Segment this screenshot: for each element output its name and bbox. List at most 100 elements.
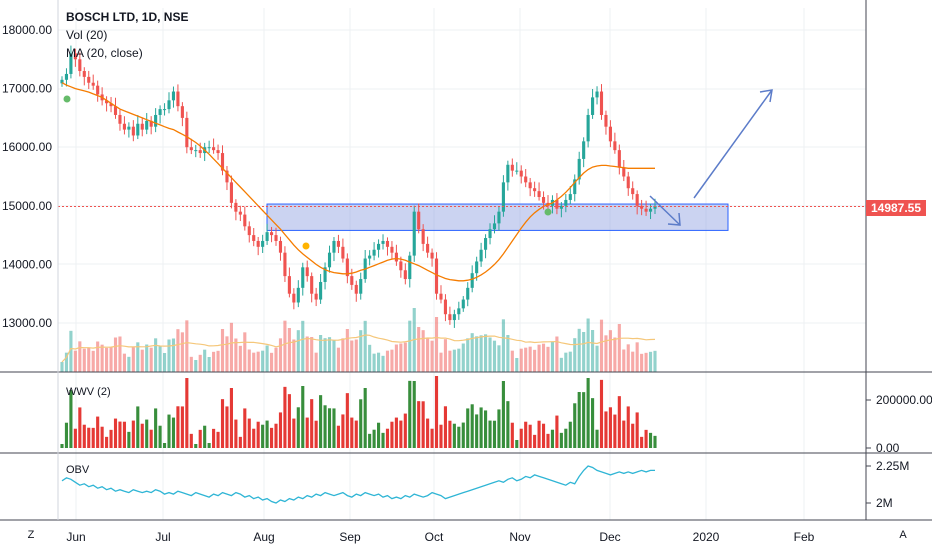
volume-bar [417,327,421,372]
wwv-pane-label[interactable]: WWV (2) [66,386,111,398]
symbol-title: BOSCH LTD, 1D, NSE [66,10,189,24]
wwv-bar [622,420,626,448]
volume-bar [403,342,407,372]
volume-bar [399,343,403,372]
candle-body [368,255,372,259]
wwv-bar [82,424,86,448]
volume-bar [622,349,626,372]
wwv-bar [100,426,104,448]
volume-bar [261,350,265,372]
candle-body [582,141,586,159]
wwv-bar [434,376,439,448]
wwv-bar [96,416,100,448]
volume-bar [608,330,612,372]
wwv-bar [225,406,229,448]
wwv-bar [363,388,367,448]
time-tick-label: Oct [425,530,444,544]
candle-body [488,229,492,239]
wwv-bar [484,410,488,448]
volume-bar [131,347,135,372]
volume-bar [105,347,109,372]
volume-bar [582,332,586,372]
wwv-bar [243,408,247,448]
volume-bar [577,328,581,372]
down-arrow-head [667,212,681,226]
volume-bar [292,339,296,372]
volume-bar [385,350,390,372]
volume-bar [136,342,140,372]
buy-signal-dot [63,95,71,103]
candle-body [604,114,608,127]
volume-bar [207,357,211,372]
volume-bar [265,345,269,372]
candle-body [484,238,488,250]
volume-bar [635,342,639,372]
wwv-bar [73,428,77,448]
wwv-bar [64,422,69,448]
candle-body [408,255,412,280]
candle-body [265,232,269,241]
up-arrow-line [693,89,773,199]
wwv-bar [60,444,64,448]
candle-body [131,126,135,136]
timezone-button[interactable]: Z [27,529,35,541]
volume-bar [510,350,514,372]
vol-legend[interactable]: Vol (20) [66,28,108,42]
wwv-bar [385,428,390,448]
wwv-bar [154,408,158,448]
wwv-bar [149,429,153,448]
volume-bar [377,352,381,372]
candle-body [198,150,202,154]
volume-bar [439,352,443,372]
volume-ma-path [61,334,656,363]
candle-body [229,182,233,203]
volume-bar [113,337,118,372]
volume-bar [613,337,617,372]
candle-body [381,240,385,244]
volume-bar [109,346,113,372]
volume-bar [644,352,648,372]
wwv-bar [626,406,630,448]
candle-body [341,246,345,259]
candle-body [617,150,621,168]
volume-bar [421,330,425,372]
volume-bar [180,332,184,372]
volume-bar [617,324,621,372]
volume-bar [278,338,283,372]
volume-bar [345,329,349,372]
volume-bar [176,329,180,372]
volume-bar [443,339,448,372]
candle-body [541,197,546,203]
wwv-bar [145,419,149,448]
wwv-bar [113,418,118,448]
volume-bar [573,338,577,372]
wwv-bar [319,395,323,448]
volume-bar [457,348,461,372]
ma-legend[interactable]: MA (20, close) [66,46,143,60]
projection-arrows[interactable] [649,89,773,226]
wwv-bar [635,412,639,448]
wwv-bar [412,381,416,448]
volume-bar [78,341,82,372]
volume-bar [559,357,563,372]
wwv-tick-label: 200000.00 [876,393,932,407]
candle-body [212,147,216,151]
candle-body [653,205,657,209]
wwv-bar [189,433,193,448]
wwv-bar [292,418,296,448]
wwv-bar [577,392,581,448]
wwv-bar [207,443,211,448]
candle-body [501,182,505,212]
volume-bar [185,320,189,372]
candle-body [564,199,568,206]
volume-bars [60,308,657,372]
wwv-bar [506,401,510,448]
obv-pane-label[interactable]: OBV [66,464,90,476]
wwv-bar [323,405,327,448]
auto-scale-button[interactable]: A [899,529,907,541]
candle-body [234,202,238,212]
candle-body [457,308,461,315]
wwv-bar [479,407,483,448]
candle-body [140,123,144,130]
